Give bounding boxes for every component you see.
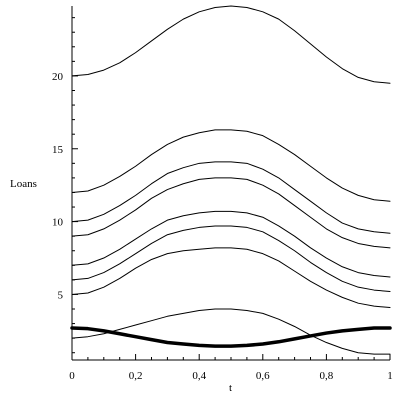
- series-line-8: [71, 308, 391, 355]
- series-line-2: [71, 129, 391, 202]
- axes-layer: 5 10 15 20 0 0,2 0,4 0,6 0,8 1: [52, 6, 393, 382]
- series-line-7: [71, 247, 391, 309]
- y-tick-label: 5: [58, 289, 64, 301]
- y-tick-label: 20: [52, 71, 64, 83]
- series-layer: [70, 5, 392, 355]
- x-tick-label: 0,2: [129, 370, 143, 382]
- series-line-1: [71, 5, 391, 84]
- x-tick-label: 0,4: [192, 370, 206, 382]
- x-tick-label: 0: [69, 370, 75, 382]
- series-line-5: [71, 210, 391, 278]
- x-tick-label: 1: [387, 370, 393, 382]
- series-line-6: [71, 225, 391, 293]
- series-line-4: [71, 177, 391, 249]
- series-line-3: [71, 161, 391, 234]
- x-axis-label: t: [229, 382, 232, 394]
- series-line-9: [70, 326, 392, 348]
- y-tick-label: 10: [52, 217, 64, 229]
- y-tick-label: 15: [52, 144, 64, 156]
- x-tick-label: 0,8: [320, 370, 334, 382]
- x-tick-label: 0,6: [256, 370, 270, 382]
- y-axis-label: Loans: [10, 178, 37, 190]
